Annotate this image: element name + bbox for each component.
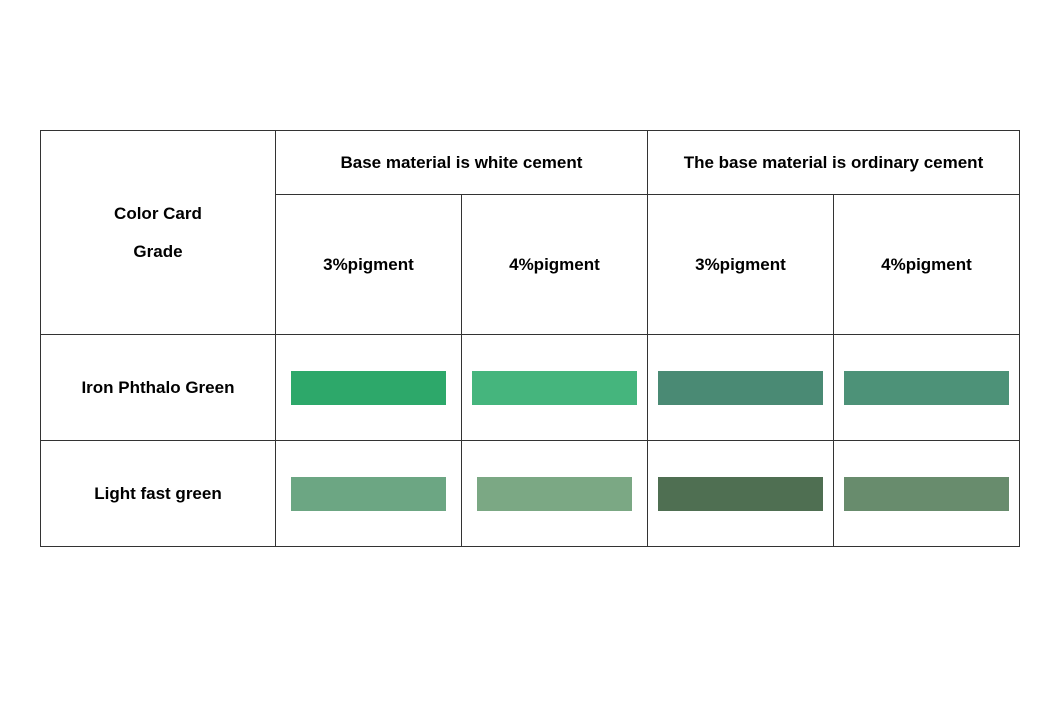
swatch-cell: [275, 335, 461, 441]
swatch-cell: [647, 441, 833, 547]
row-label: Light fast green: [41, 441, 276, 547]
swatch-cell: [833, 441, 1019, 547]
color-swatch: [658, 371, 823, 405]
row-header-line1: Color Card: [41, 195, 275, 232]
row-header-title-cell: Color Card Grade: [41, 131, 276, 335]
sub-header-white-4pct: 4%pigment: [461, 195, 647, 335]
swatch-cell: [647, 335, 833, 441]
sub-header-white-3pct: 3%pigment: [275, 195, 461, 335]
color-swatch: [844, 371, 1009, 405]
color-swatch: [477, 477, 632, 511]
table-row: Light fast green: [41, 441, 1020, 547]
color-swatch: [472, 371, 637, 405]
table-row: Iron Phthalo Green: [41, 335, 1020, 441]
color-swatch: [291, 477, 446, 511]
color-swatch: [658, 477, 823, 511]
swatch-cell: [461, 335, 647, 441]
group-header-white-cement: Base material is white cement: [275, 131, 647, 195]
color-swatch: [844, 477, 1009, 511]
row-label: Iron Phthalo Green: [41, 335, 276, 441]
swatch-cell: [461, 441, 647, 547]
swatch-cell: [833, 335, 1019, 441]
sub-header-ordinary-4pct: 4%pigment: [833, 195, 1019, 335]
group-header-ordinary-cement: The base material is ordinary cement: [647, 131, 1019, 195]
color-swatch: [291, 371, 446, 405]
row-header-line2: Grade: [41, 233, 275, 270]
color-card-table: Color Card Grade Base material is white …: [40, 130, 1020, 547]
sub-header-ordinary-3pct: 3%pigment: [647, 195, 833, 335]
swatch-cell: [275, 441, 461, 547]
